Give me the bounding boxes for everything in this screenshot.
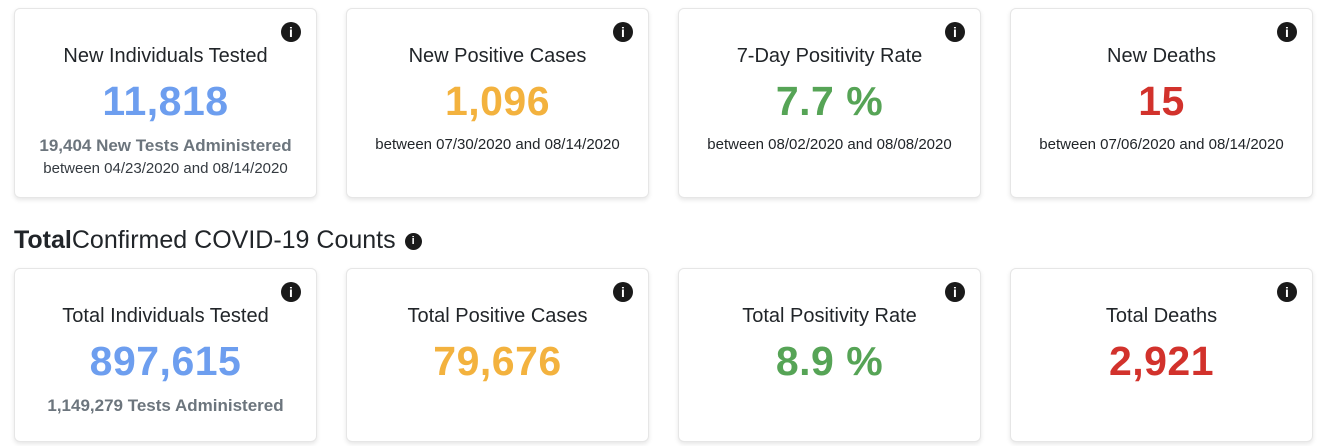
card-date-range: between 04/23/2020 and 08/14/2020 [43, 160, 288, 177]
info-icon[interactable]: i [945, 22, 965, 42]
card-new-positive-cases: i New Positive Cases 1,096 between 07/30… [346, 8, 649, 198]
info-icon[interactable]: i [945, 282, 965, 302]
card-value: 15 [1138, 78, 1185, 124]
card-value: 1,096 [444, 78, 551, 124]
card-title: Total Positive Cases [407, 305, 588, 327]
section-title-bold: Total [14, 225, 72, 254]
info-icon[interactable]: i [1277, 22, 1297, 42]
card-title: New Individuals Tested [63, 45, 268, 67]
info-icon[interactable]: i [613, 22, 633, 42]
card-title: New Positive Cases [408, 45, 587, 67]
card-subtitle: 19,404 New Tests Administered [39, 136, 292, 155]
total-counts-row: i Total Individuals Tested 897,615 1,149… [0, 268, 1323, 442]
section-title-rest: Confirmed COVID-19 Counts [71, 225, 396, 254]
info-icon[interactable]: i [1277, 282, 1297, 302]
card-date-range: between 07/30/2020 and 08/14/2020 [375, 136, 620, 153]
info-icon[interactable]: i [281, 282, 301, 302]
card-title: New Deaths [1107, 45, 1216, 67]
card-new-deaths: i New Deaths 15 between 07/06/2020 and 0… [1010, 8, 1313, 198]
card-title: Total Positivity Rate [742, 305, 917, 327]
card-value: 7.7 % [775, 78, 884, 124]
card-total-individuals-tested: i Total Individuals Tested 897,615 1,149… [14, 268, 317, 442]
card-total-positive-cases: i Total Positive Cases 79,676 [346, 268, 649, 442]
info-icon[interactable]: i [613, 282, 633, 302]
covid-summary-dashboard: i New Individuals Tested 11,818 19,404 N… [0, 8, 1323, 442]
card-value: 897,615 [89, 338, 242, 384]
info-icon[interactable]: i [281, 22, 301, 42]
total-section-header: Total Confirmed COVID-19 Counts i [14, 223, 1323, 257]
card-value: 8.9 % [775, 338, 884, 384]
card-subtitle: 1,149,279 Tests Administered [47, 396, 284, 415]
new-counts-row: i New Individuals Tested 11,818 19,404 N… [0, 8, 1323, 198]
card-title: Total Deaths [1105, 305, 1218, 327]
card-value: 79,676 [433, 338, 562, 384]
card-title: 7-Day Positivity Rate [736, 45, 923, 67]
info-icon[interactable]: i [404, 233, 422, 250]
card-date-range: between 07/06/2020 and 08/14/2020 [1039, 136, 1284, 153]
card-value: 11,818 [102, 78, 229, 124]
card-date-range: between 08/02/2020 and 08/08/2020 [707, 136, 952, 153]
card-value: 2,921 [1108, 338, 1215, 384]
card-total-positivity-rate: i Total Positivity Rate 8.9 % [678, 268, 981, 442]
card-total-deaths: i Total Deaths 2,921 [1010, 268, 1313, 442]
card-7day-positivity-rate: i 7-Day Positivity Rate 7.7 % between 08… [678, 8, 981, 198]
card-title: Total Individuals Tested [62, 305, 269, 327]
card-new-individuals-tested: i New Individuals Tested 11,818 19,404 N… [14, 8, 317, 198]
